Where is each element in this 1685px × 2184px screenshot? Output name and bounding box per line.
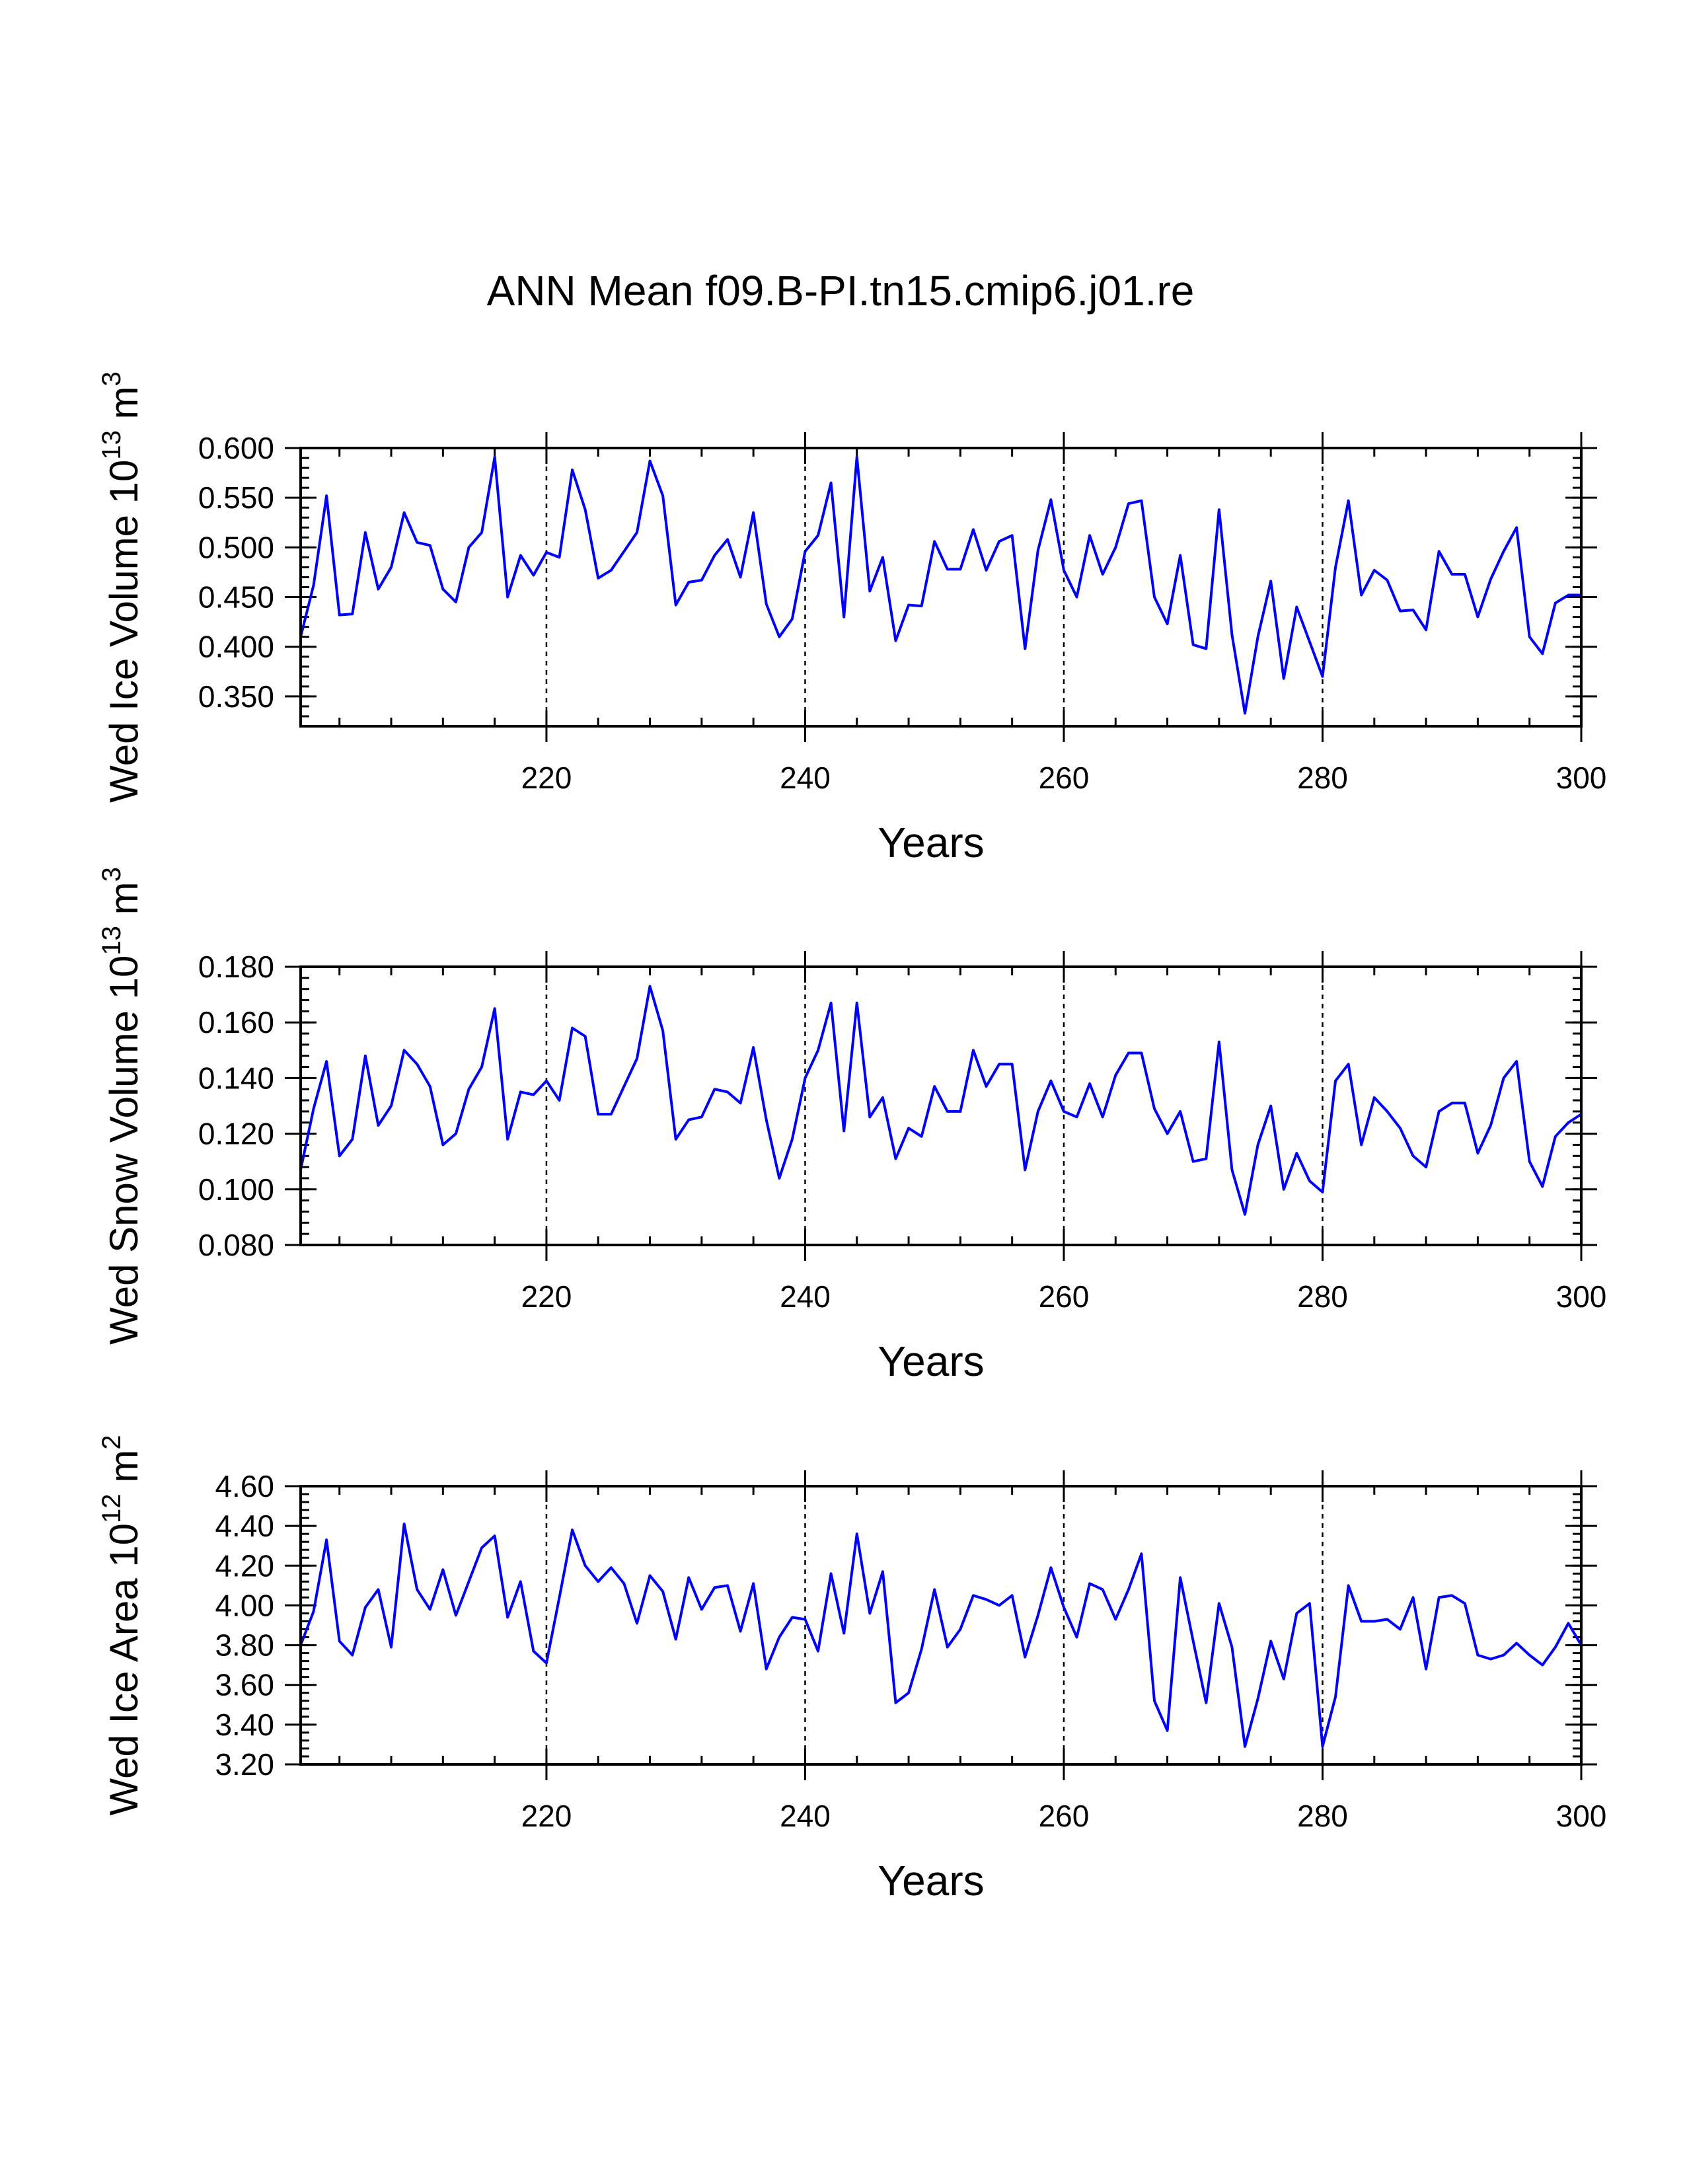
x-tick-label: 300 xyxy=(1556,761,1607,795)
y-tick-label: 3.80 xyxy=(215,1628,274,1663)
y-tick-label: 3.20 xyxy=(215,1747,274,1782)
y-tick-label: 0.600 xyxy=(198,431,274,465)
panel-3: 220 240 260 280 300 Years 4.60 4.40 4.20 4.00 3.80… xyxy=(97,1435,1606,1904)
x-tick-label: 240 xyxy=(780,1279,831,1314)
x-axis-label: Years xyxy=(878,819,984,866)
data-series-line xyxy=(299,1523,1583,1748)
y-tick-label: 3.40 xyxy=(215,1708,274,1742)
y-tick-label: 0.160 xyxy=(198,1005,274,1039)
data-series-line xyxy=(299,455,1581,715)
x-tick-label: 280 xyxy=(1297,1799,1348,1833)
x-tick-label: 260 xyxy=(1039,1799,1090,1833)
x-tick-label: 240 xyxy=(780,1799,831,1833)
y-tick-label: 0.100 xyxy=(198,1172,274,1207)
y-axis-label: Wed Snow Volume 1013 m3 xyxy=(97,867,146,1345)
x-tick-label: 260 xyxy=(1039,1279,1090,1314)
y-axis-label: Wed Ice Area 1012 m2 xyxy=(97,1435,146,1816)
x-axis-label: Years xyxy=(878,1337,984,1385)
panels: 220 240 260 280 300 Years 0.600 0.550 0.500 0.450… xyxy=(97,371,1606,1904)
y-tick-label: 4.20 xyxy=(215,1548,274,1583)
x-tick-label: 280 xyxy=(1297,761,1348,795)
x-tick-label: 280 xyxy=(1297,1279,1348,1314)
x-tick-label: 260 xyxy=(1039,761,1090,795)
x-axis-label: Years xyxy=(878,1857,984,1904)
y-tick-label: 0.080 xyxy=(198,1228,274,1262)
y-tick-label: 4.40 xyxy=(215,1509,274,1543)
y-tick-label: 3.60 xyxy=(215,1668,274,1702)
y-tick-label: 0.500 xyxy=(198,530,274,564)
y-tick-label: 0.550 xyxy=(198,480,274,515)
y-tick-label: 0.450 xyxy=(198,580,274,615)
y-tick-label: 0.400 xyxy=(198,630,274,664)
y-tick-label: 4.60 xyxy=(215,1469,274,1503)
x-tick-label: 300 xyxy=(1556,1279,1607,1314)
chart-title: ANN Mean f09.B-PI.tn15.cmip6.j01.re xyxy=(487,267,1195,315)
x-tick-label: 300 xyxy=(1556,1799,1607,1833)
plot-frame xyxy=(299,447,1583,728)
x-tick-label: 220 xyxy=(521,761,572,795)
y-tick-label: 0.180 xyxy=(198,950,274,984)
y-tick-label: 4.00 xyxy=(215,1588,274,1622)
x-tick-label: 240 xyxy=(780,761,831,795)
panel-2: 220 240 260 280 300 Years 0.180 0.160 0.140 0.120… xyxy=(97,867,1606,1385)
x-tick-label: 220 xyxy=(521,1799,572,1833)
plot-frame xyxy=(299,1485,1583,1766)
plot-frame xyxy=(299,965,1583,1246)
panel-1: 220 240 260 280 300 Years 0.600 0.550 0.500 0.450… xyxy=(97,371,1606,866)
y-axis-label: Wed Ice Volume 1013 m3 xyxy=(97,371,146,803)
y-tick-label: 0.140 xyxy=(198,1061,274,1095)
data-series-line xyxy=(299,985,1583,1216)
y-tick-label: 0.120 xyxy=(198,1117,274,1151)
x-tick-label: 220 xyxy=(521,1279,572,1314)
y-tick-label: 0.350 xyxy=(198,679,274,714)
